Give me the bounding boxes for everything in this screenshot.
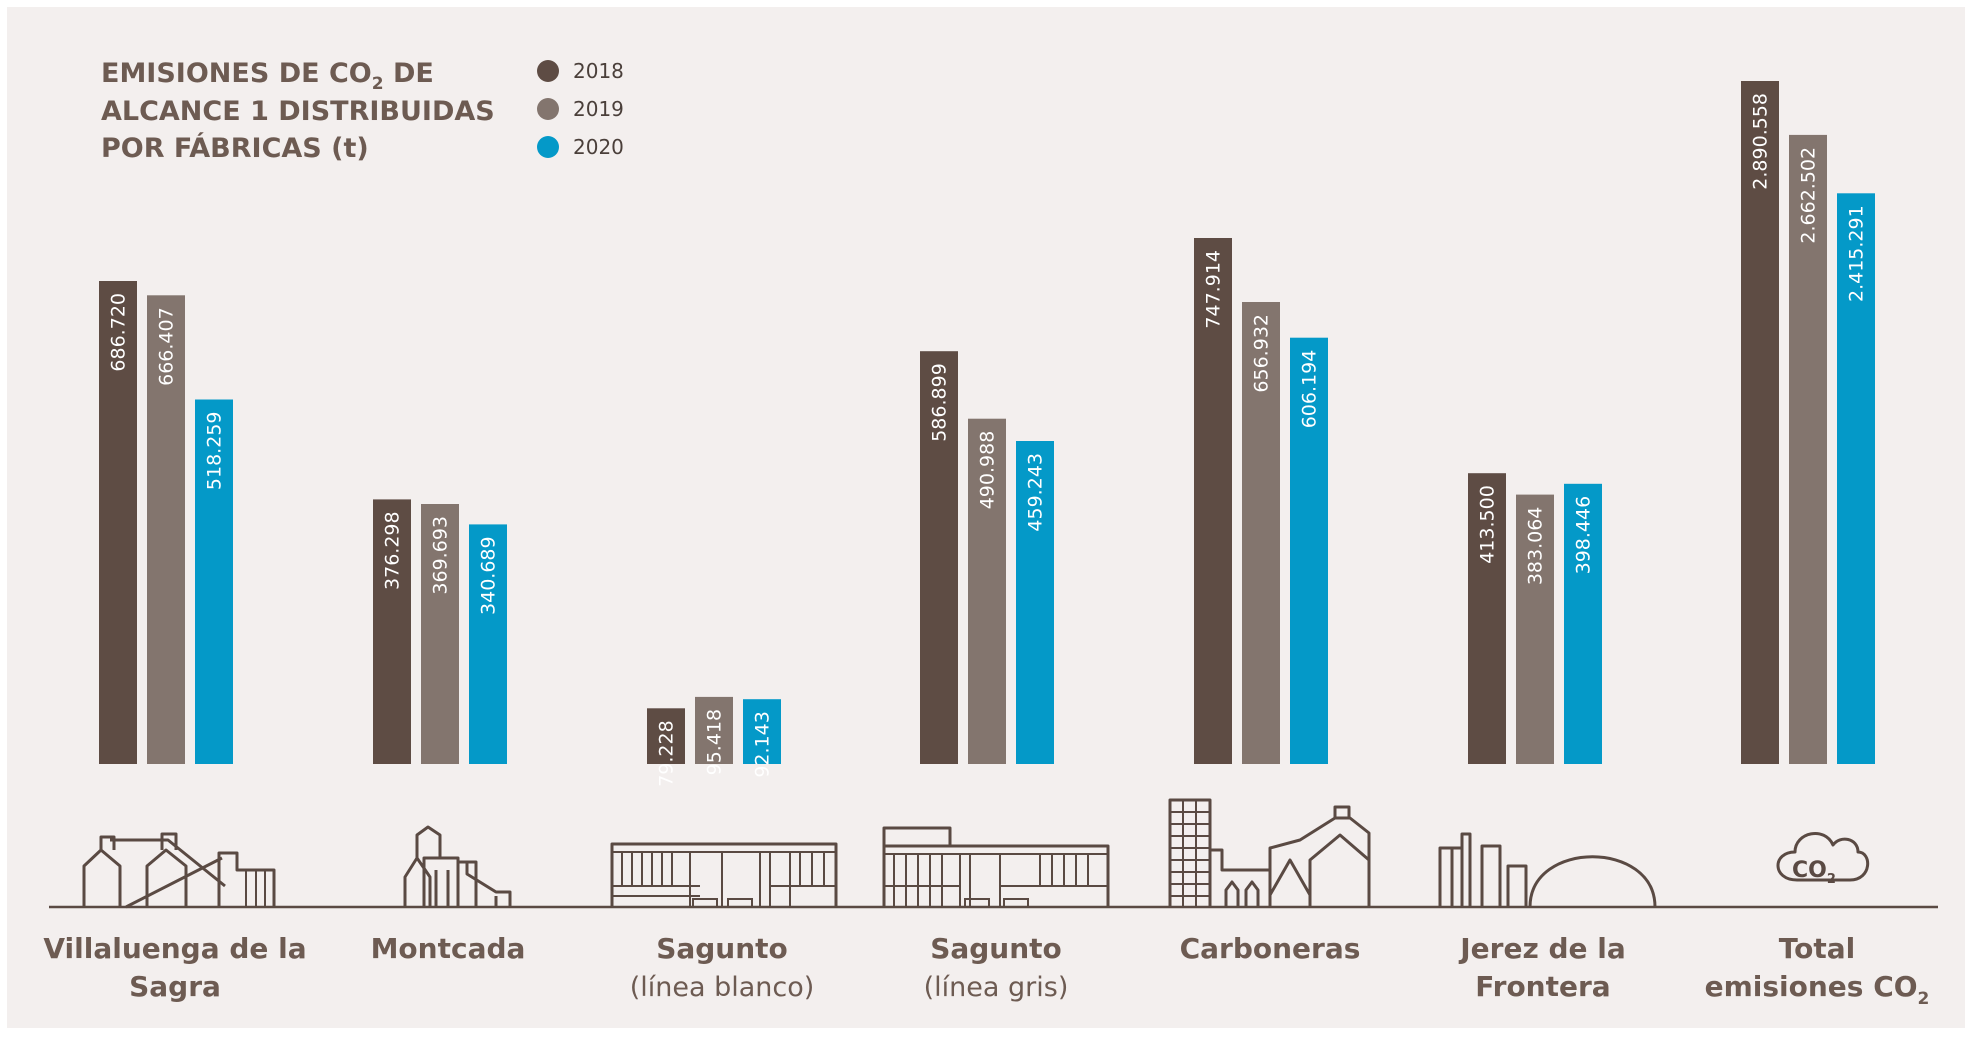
factory-dome-icon	[1438, 832, 1657, 908]
bar-value-label-2019-3: 490.988	[977, 431, 999, 510]
legend-marker-2018	[537, 60, 559, 82]
bar-value-label-2018-6: 2.890.558	[1750, 93, 1772, 190]
bar-value-label-2020-1: 340.689	[478, 536, 500, 615]
category-label-sagunto-blanco-line1: Sagunto	[656, 932, 788, 965]
bar-2018-5	[1468, 473, 1506, 764]
factory-tower-icon	[403, 825, 512, 907]
bar-2019-3	[968, 418, 1006, 764]
factory-crane-icon	[1168, 798, 1371, 907]
legend-marker-2020	[537, 136, 559, 158]
bar-value-label-2018-3: 586.899	[929, 363, 951, 442]
bar-2018-6	[1741, 81, 1779, 764]
bar-2020-1	[469, 524, 507, 764]
chart-title-line-1: EMISIONES DE CO2 DE	[101, 58, 434, 94]
bar-value-label-2020-2: 92.143	[752, 711, 774, 777]
bar-value-label-2019-4: 656.932	[1251, 314, 1273, 393]
bar-value-label-2020-6: 2.415.291	[1846, 205, 1868, 302]
category-labels: Villaluenga de la Sagra Montcada Sagunto…	[43, 932, 1929, 1009]
bar-value-label-2019-6: 2.662.502	[1798, 147, 1820, 244]
bar-value-label-2019-1: 369.693	[430, 516, 452, 595]
chart-title-line-3: POR FÁBRICAS (t)	[101, 132, 369, 164]
bar-value-labels: 686.720 666.407 518.259 376.298 369.693 340.6…	[108, 93, 1868, 787]
category-label-montcada: Montcada	[371, 932, 526, 965]
bar-value-label-2018-5: 413.500	[1477, 485, 1499, 564]
bar-2019-5	[1516, 494, 1554, 764]
co2-icon-text: CO2	[1792, 858, 1836, 887]
bar-2018-1	[373, 499, 411, 764]
co2-cloud-icon: CO2	[1776, 832, 1869, 887]
bar-value-label-2019-0: 666.407	[156, 307, 178, 386]
bar-value-label-2018-1: 376.298	[382, 511, 404, 590]
legend-label-2020: 2020	[573, 135, 624, 159]
bar-2018-0	[99, 281, 137, 764]
bar-value-label-2018-2: 79.228	[656, 720, 678, 786]
bar-2019-2	[695, 696, 733, 764]
factory-silos-icon	[82, 832, 276, 909]
category-label-villaluenga-line1: Villaluenga de la	[43, 932, 306, 965]
category-label-sagunto-blanco-line2: (línea blanco)	[630, 972, 815, 1003]
legend: 2018 2019 2020	[537, 59, 624, 159]
category-label-villaluenga-line2: Sagra	[129, 970, 221, 1003]
bar-value-label-2020-4: 606.194	[1299, 350, 1321, 429]
bar-2019-6	[1789, 134, 1827, 764]
bar-2020-2	[743, 699, 781, 764]
category-label-sagunto-gris-line1: Sagunto	[930, 932, 1062, 965]
category-label-carboneras: Carboneras	[1180, 932, 1361, 965]
legend-label-2018: 2018	[573, 59, 624, 83]
bar-value-label-2020-5: 398.446	[1573, 496, 1595, 575]
bar-value-label-2020-3: 459.243	[1025, 453, 1047, 532]
bar-2020-4	[1290, 337, 1328, 764]
bar-value-label-2018-0: 686.720	[108, 293, 130, 372]
category-label-sagunto-gris-line2: (línea gris)	[924, 972, 1069, 1003]
category-label-jerez-line2: Frontera	[1475, 970, 1610, 1003]
bar-group	[99, 81, 1875, 765]
legend-marker-2019	[537, 98, 559, 120]
legend-label-2019: 2019	[573, 97, 624, 121]
category-label-jerez-line1: Jerez de la	[1458, 932, 1626, 965]
category-label-total-line2: emisiones CO2	[1705, 970, 1930, 1009]
bar-2020-0	[195, 399, 233, 764]
bar-2020-3	[1016, 441, 1054, 764]
category-label-total-line1: Total	[1779, 932, 1856, 965]
chart-title-line-2: ALCANCE 1 DISTRIBUIDAS	[101, 96, 495, 127]
bar-2018-3	[920, 351, 958, 764]
bar-value-label-2018-4: 747.914	[1203, 250, 1225, 329]
bar-2020-6	[1837, 193, 1875, 765]
bar-value-label-2020-0: 518.259	[204, 412, 226, 491]
bar-2020-5	[1564, 483, 1602, 764]
bar-2019-4	[1242, 302, 1280, 764]
bar-value-label-2019-2: 95.418	[704, 709, 726, 775]
bar-2019-1	[421, 504, 459, 764]
bar-value-label-2019-5: 383.064	[1525, 507, 1547, 586]
factory-warehouse-icon	[882, 826, 1110, 908]
bar-2018-2	[647, 708, 685, 764]
bar-2018-4	[1194, 238, 1232, 764]
bar-2019-0	[147, 295, 185, 764]
